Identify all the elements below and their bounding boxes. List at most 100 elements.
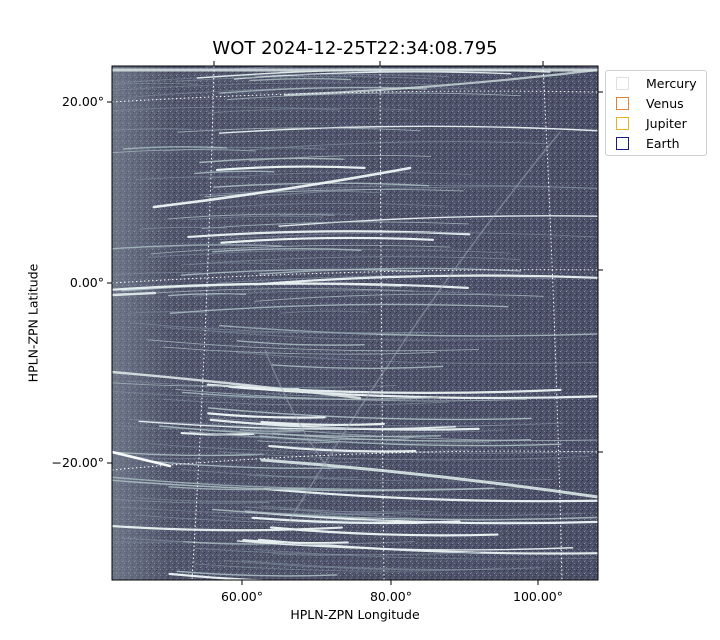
star-streak (207, 407, 532, 421)
star-streak (212, 248, 362, 253)
star-streak (112, 390, 336, 399)
legend: Mercury Venus Jupiter Earth (605, 70, 707, 156)
star-streak (233, 71, 512, 80)
star-streak (268, 444, 417, 453)
star-streak (182, 391, 440, 400)
star-streak (289, 131, 561, 521)
star-streak (217, 451, 590, 461)
star-streak (135, 176, 248, 181)
star-streak (218, 232, 595, 241)
star-streak (112, 479, 495, 492)
x-tick-label: 80.00° (369, 589, 413, 604)
star-streak (112, 82, 444, 92)
star-streak (148, 249, 511, 258)
star-streak (123, 146, 228, 150)
star-streak (215, 165, 366, 172)
star-streak (265, 392, 335, 397)
star-streak (139, 226, 227, 230)
star-streak (195, 547, 481, 556)
star-streak (254, 293, 544, 302)
y-tick-label: 20.00° (61, 94, 104, 109)
star-streak (194, 170, 275, 175)
star-streak (207, 412, 326, 419)
star-streak (201, 221, 470, 230)
star-streak (180, 468, 554, 482)
star-streak (138, 420, 457, 430)
legend-label: Venus (646, 95, 684, 111)
star-streak (228, 426, 505, 434)
y-tick-label: −20.00° (51, 455, 104, 470)
star-streak (112, 370, 362, 400)
star-streak (232, 326, 425, 334)
star-streak (204, 330, 515, 341)
star-streak (112, 82, 199, 86)
star-streak (202, 66, 598, 72)
legend-label: Jupiter (646, 115, 687, 131)
legend-label: Mercury (646, 75, 697, 91)
star-streak (112, 291, 157, 297)
legend-swatch (616, 96, 629, 110)
star-streak (147, 339, 480, 352)
star-streak (260, 421, 385, 427)
star-streak (112, 540, 191, 543)
star-streak (168, 486, 306, 491)
star-streak (218, 125, 598, 134)
star-streak (112, 128, 193, 132)
star-streak (112, 498, 270, 504)
star-streak (152, 166, 412, 209)
legend-item-mercury: Mercury (616, 74, 697, 92)
legend-swatch (616, 116, 629, 130)
star-streak (264, 349, 331, 471)
star-streak (259, 435, 562, 447)
star-streak (271, 364, 444, 370)
star-streak (144, 460, 352, 469)
star-streak (175, 75, 438, 82)
star-streak (249, 77, 352, 82)
star-streak (277, 428, 598, 441)
star-streak (283, 68, 598, 97)
star-streak (249, 155, 432, 162)
star-streak (176, 570, 338, 577)
star-streak (204, 189, 464, 198)
legend-swatch (616, 76, 629, 90)
legend-item-venus: Venus (616, 94, 684, 112)
star-streak (260, 458, 598, 499)
star-streak (112, 382, 251, 387)
star-streak (258, 267, 522, 275)
star-streak (136, 456, 202, 460)
star-streak (250, 141, 549, 151)
star-streak (126, 311, 208, 314)
star-streak (220, 236, 435, 244)
star-streak (236, 340, 365, 346)
star-streak (211, 508, 598, 521)
star-streak (112, 282, 469, 291)
star-streak (272, 444, 598, 454)
star-streak (257, 440, 340, 444)
star-streak (263, 487, 598, 503)
star-streak (255, 549, 598, 560)
star-streak (116, 425, 220, 430)
star-streak (239, 429, 305, 432)
star-streak (208, 417, 564, 427)
star-streak (236, 540, 574, 551)
star-streak (177, 127, 421, 133)
star-streak (228, 385, 598, 400)
star-streak (191, 290, 491, 297)
star-streak (169, 303, 509, 314)
star-streak (167, 293, 247, 297)
star-streak (150, 244, 284, 249)
star-streak (162, 398, 450, 406)
y-axis-label: HPLN-ZPN Latitude (25, 263, 41, 383)
star-streak (207, 171, 473, 179)
star-streak (195, 432, 490, 444)
x-axis-label: HPLN-ZPN Longitude (290, 607, 420, 622)
star-streak (280, 213, 355, 216)
star-streak (136, 497, 307, 502)
star-streak (112, 524, 343, 532)
star-streak (148, 443, 471, 453)
star-streak (180, 268, 421, 276)
star-streak (116, 73, 449, 84)
y-tick-label: 0.00° (69, 275, 104, 290)
legend-item-jupiter: Jupiter (616, 114, 687, 132)
